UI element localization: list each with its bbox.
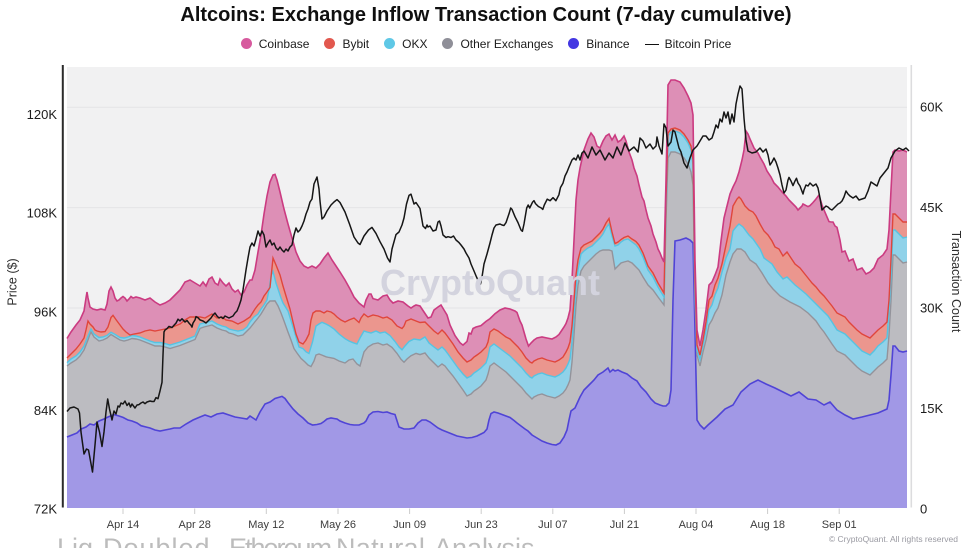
svg-text:Natural: Natural (336, 533, 425, 548)
svg-text:108K: 108K (27, 206, 58, 221)
svg-text:Doubled: Doubled (103, 533, 211, 548)
svg-text:May 26: May 26 (320, 519, 356, 531)
svg-text:Price ($): Price ($) (6, 258, 20, 305)
svg-text:Apr 28: Apr 28 (178, 519, 210, 531)
svg-text:Ethereum: Ethereum (229, 533, 331, 548)
svg-text:Jul 21: Jul 21 (610, 519, 639, 531)
svg-text:60K: 60K (920, 100, 943, 115)
svg-text:Jul 07: Jul 07 (538, 519, 567, 531)
svg-text:96K: 96K (34, 304, 57, 319)
svg-text:Jun 23: Jun 23 (465, 519, 498, 531)
svg-text:120K: 120K (27, 107, 58, 122)
svg-text:Analysis: Analysis (434, 533, 535, 548)
svg-text:Aug 04: Aug 04 (679, 519, 714, 531)
svg-text:CryptoQuant: CryptoQuant (380, 262, 600, 303)
svg-text:30K: 30K (920, 301, 943, 316)
svg-text:45K: 45K (920, 200, 943, 215)
svg-text:0: 0 (920, 502, 927, 517)
svg-text:Apr 14: Apr 14 (107, 519, 139, 531)
svg-text:May 12: May 12 (248, 519, 284, 531)
svg-text:Liq: Liq (57, 533, 93, 548)
svg-text:Aug 18: Aug 18 (750, 519, 785, 531)
svg-text:84K: 84K (34, 403, 57, 418)
svg-text:15K: 15K (920, 401, 943, 416)
svg-text:Jun 09: Jun 09 (393, 519, 426, 531)
svg-text:Transaction Count: Transaction Count (949, 231, 963, 333)
svg-text:Sep 01: Sep 01 (822, 519, 857, 531)
svg-text:72K: 72K (34, 501, 57, 516)
svg-text:© CryptoQuant. All rights rese: © CryptoQuant. All rights reserved (829, 534, 958, 544)
